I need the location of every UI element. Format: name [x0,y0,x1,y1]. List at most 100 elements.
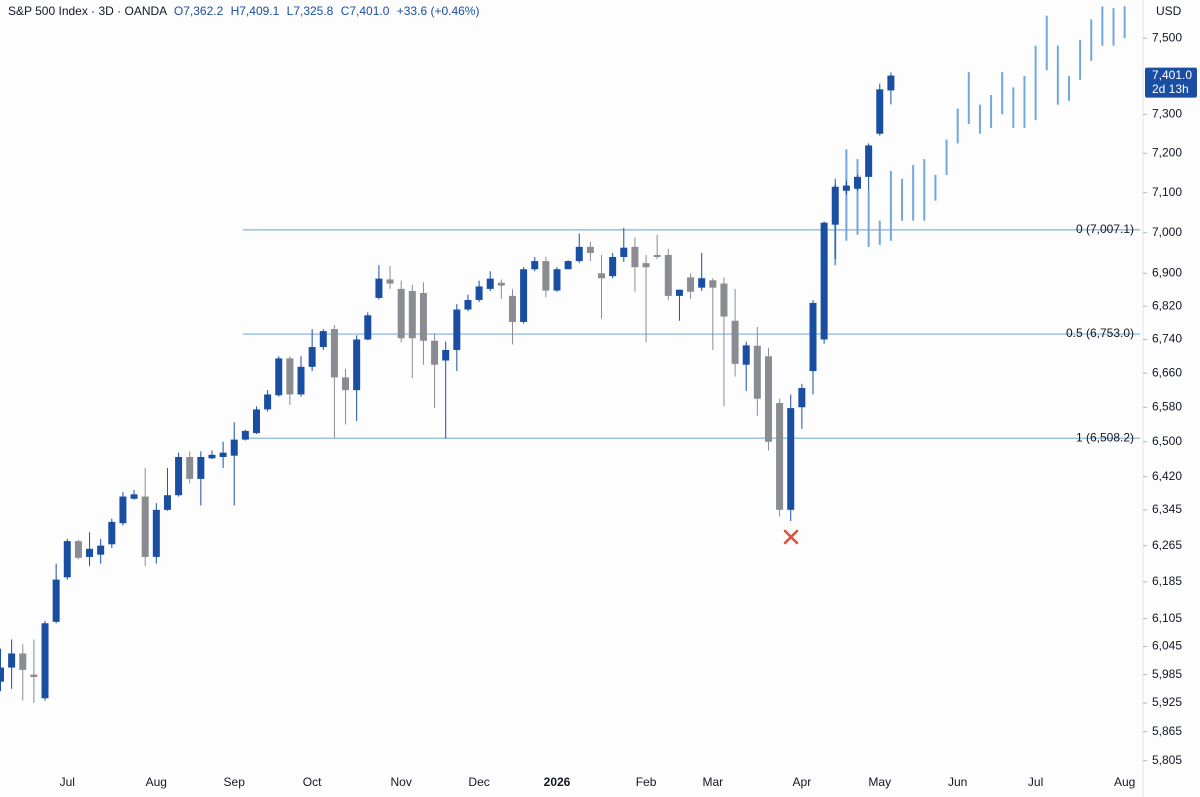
legend-change: +33.6 (+0.46%) [397,4,480,18]
candle-body [776,402,784,510]
candle-body [731,320,739,364]
candle-body [508,295,516,322]
y-tick-label: 6,500 [1152,434,1182,448]
candle-body [698,278,706,288]
level-label: 0 (7,007.1) [1076,222,1134,236]
x-tick-label: Oct [303,775,322,789]
candle-body [798,388,806,408]
candle-body [642,263,650,268]
y-tick-label: 7,100 [1152,185,1182,199]
x-marker [783,529,799,545]
candle-body [764,356,772,442]
candle-body [175,456,183,496]
candle-body [0,667,4,682]
x-tick-label: Aug [146,775,167,789]
y-tick-label: 7,300 [1152,107,1182,121]
legend-high: H7,409.1 [231,4,280,18]
legend-open: O7,362.2 [174,4,224,18]
candle-body [809,302,817,372]
legend-close: C7,401.0 [341,4,390,18]
y-tick-label: 6,660 [1152,365,1182,379]
candle-body [720,283,728,317]
last-price-label: 7,401.0 [1152,68,1192,82]
level-label: 0.5 (6,753.0) [1066,326,1134,340]
candle-body [74,541,82,558]
candle-body [353,339,361,391]
y-tick-label: 6,185 [1152,574,1182,588]
candle-body [464,300,472,310]
candle-body [709,280,717,288]
candle-body [653,254,661,258]
candle-body [19,653,27,670]
candle-body [675,289,683,296]
candle-body [152,509,160,557]
candle-body [486,278,494,289]
x-tick-label: Jun [948,775,967,789]
candle-body [208,454,216,459]
candle-body [41,623,49,699]
candle-body [531,261,539,270]
candle-body [286,358,294,395]
candle-body [386,279,394,284]
candle-body [319,331,327,348]
candle-body [241,430,249,440]
candle-body [97,545,105,555]
y-tick-label: 6,740 [1152,332,1182,346]
candle-body [575,246,583,262]
candle-body [230,439,238,456]
x-tick-label: Feb [636,775,657,789]
candle-body [520,269,528,322]
candle-body [219,452,227,457]
candle-body [8,653,16,668]
candle-body [63,541,71,578]
candle-body [419,293,427,341]
y-tick-label: 6,345 [1152,502,1182,516]
candle-body [297,366,305,395]
candle-body [586,246,594,253]
candle-body [86,548,94,557]
y-tick-label: 6,820 [1152,298,1182,312]
candle-body [30,674,38,677]
x-tick-label: Aug [1114,775,1135,789]
candle-body [564,261,572,270]
y-tick-label: 7,200 [1152,145,1182,159]
candle-body [820,222,828,340]
candle-body [453,309,461,350]
x-tick-label: Nov [391,775,412,789]
x-tick-label: Sep [224,775,246,789]
x-tick-label: Mar [702,775,723,789]
y-tick-label: 7,500 [1152,30,1182,44]
y-tick-label: 6,900 [1152,265,1182,279]
candle-body [831,186,839,225]
candle-body [787,408,795,510]
candle-body [308,347,316,367]
candle-body [854,176,862,189]
x-tick-label: May [868,775,891,789]
candle-body [609,257,617,277]
candle-body [475,286,483,301]
candle-body [364,315,372,340]
y-tick-label: 5,865 [1152,724,1182,738]
candle-body [553,269,561,291]
candle-body [186,456,194,479]
chart-header: S&P 500 Index · 3D · OANDA O7,362.2 H7,4… [8,4,479,18]
x-tick-label: Dec [468,775,489,789]
candle-body [842,185,850,191]
candle-body [264,394,272,410]
candle-body [130,494,138,499]
candle-body [631,246,639,268]
candle-body [431,340,439,365]
candle-body [397,288,405,339]
candle-body [742,345,750,365]
candle-body [330,329,338,378]
candle-body [497,282,505,286]
candle-body [375,278,383,298]
candle-body [620,247,628,258]
y-tick-label: 5,925 [1152,695,1182,709]
countdown: 2d 13h [1152,82,1189,96]
candle-body [342,377,350,391]
candle-body [887,75,895,91]
y-tick-label: 5,805 [1152,753,1182,767]
y-tick-label: 6,265 [1152,538,1182,552]
